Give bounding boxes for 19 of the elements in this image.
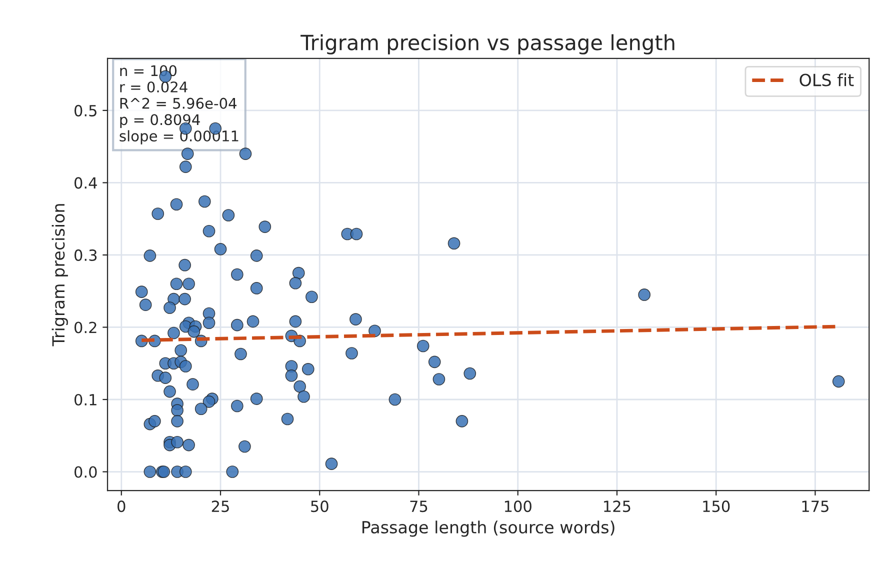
- x-axis-title: Passage length (source words): [362, 520, 614, 537]
- x-tick-label: 125: [604, 500, 630, 512]
- y-tick-label: 0.5: [74, 104, 96, 116]
- annotation: n = 100 r = 0.024 R^2 = 5.96e-04 p = 0.8094 slope = 0.00011: [120, 65, 238, 144]
- x-tick-label: 100: [504, 500, 532, 512]
- chart-title: Trigram precision vs passage length: [300, 34, 674, 54]
- y-tick-label: 0.0: [74, 466, 97, 478]
- y-axis-title: Trigram precision: [52, 204, 68, 346]
- x-tick-label: 150: [703, 500, 730, 512]
- x-tick-label: 75: [410, 500, 428, 512]
- x-tick-label: 175: [802, 500, 828, 512]
- legend-label: OLS fit: [800, 73, 854, 86]
- x-tick-label: 50: [311, 500, 328, 512]
- y-tick-label: 0.1: [74, 394, 96, 406]
- x-tick-label: 25: [212, 500, 229, 512]
- y-tick-label: 0.4: [74, 177, 97, 189]
- y-tick-label: 0.2: [74, 322, 96, 334]
- x-tick-label: 0: [118, 500, 126, 512]
- y-tick-label: 0.3: [74, 249, 97, 261]
